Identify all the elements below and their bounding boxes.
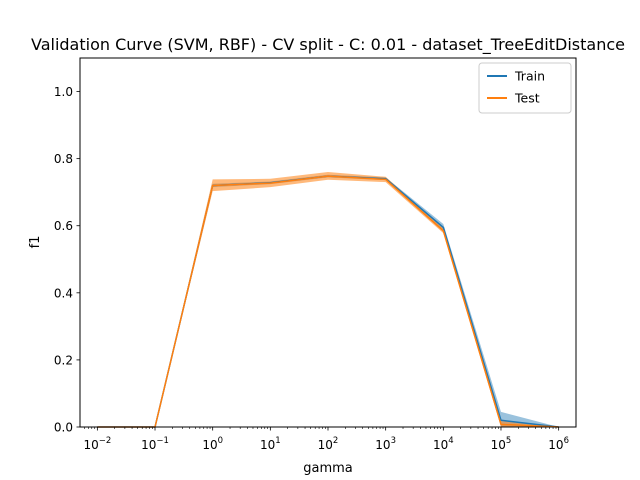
x-tick-label: 10−1 [141, 436, 169, 452]
y-tick-label: 0.8 [54, 152, 73, 166]
x-tick-label: 102 [318, 436, 339, 452]
confidence-bands [97, 172, 559, 427]
y-tick-label: 0.6 [54, 219, 73, 233]
y-tick-label: 0.0 [54, 421, 73, 435]
x-tick-label: 10−2 [83, 436, 111, 452]
x-axis-ticks: 10−2 10−1 100 101 102 103 104 105 106 [83, 427, 569, 452]
x-tick-label: 100 [202, 436, 223, 452]
x-tick-label: 106 [548, 436, 569, 452]
x-tick-label: 103 [375, 436, 396, 452]
y-tick-label: 0.4 [54, 286, 73, 300]
train-band [97, 174, 559, 427]
y-tick-label: 1.0 [54, 85, 73, 99]
chart-title: Validation Curve (SVM, RBF) - CV split -… [31, 35, 625, 55]
x-tick-label: 104 [433, 436, 454, 452]
legend: Train Test [478, 62, 572, 114]
test-legend-label: Test [514, 91, 540, 106]
x-tick-label: 101 [260, 436, 281, 452]
train-legend-label: Train [514, 69, 545, 84]
series-lines [97, 175, 559, 428]
x-axis-label: gamma [303, 461, 353, 476]
y-axis-label: f1 [28, 236, 43, 249]
y-axis-ticks: 0.0 0.2 0.4 0.6 0.8 1.0 [54, 85, 80, 435]
x-tick-label: 105 [491, 436, 512, 452]
y-tick-label: 0.2 [54, 353, 73, 367]
test-line [97, 175, 559, 428]
